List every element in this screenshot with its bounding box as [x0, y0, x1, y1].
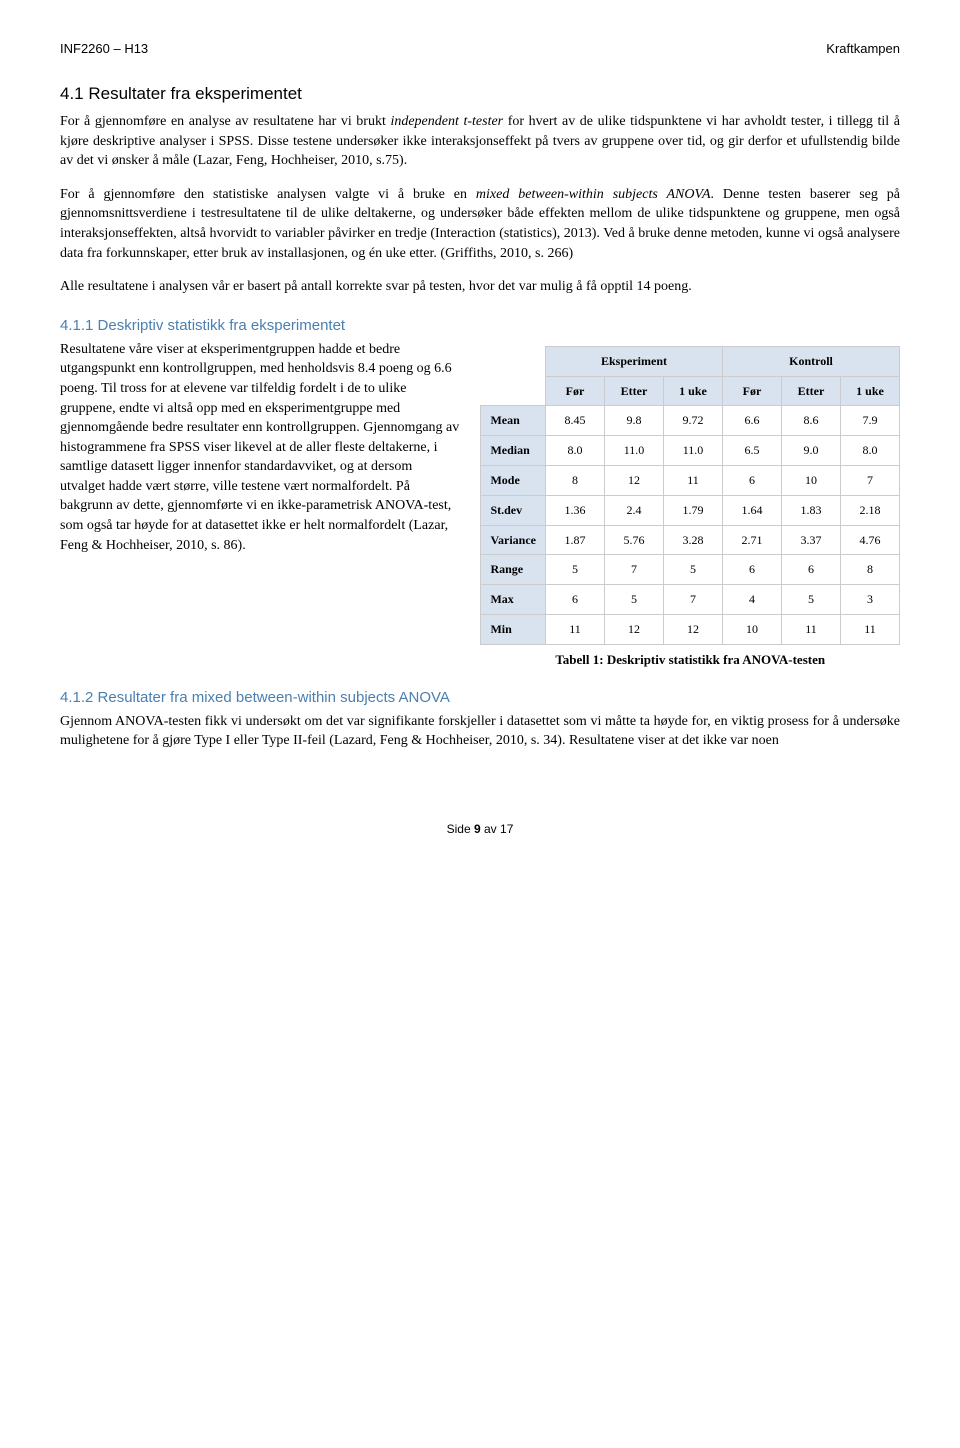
- header-right: Kraftkampen: [826, 40, 900, 58]
- table-row: Mean8.459.89.726.68.67.9: [481, 406, 900, 436]
- descriptive-text: Resultatene våre viser at eksperimentgru…: [60, 340, 460, 556]
- col-for-1: Før: [546, 376, 605, 406]
- table-sub-header: Før Etter 1 uke Før Etter 1 uke: [481, 376, 900, 406]
- col-1uke-2: 1 uke: [841, 376, 900, 406]
- stats-table: Eksperiment Kontroll Før Etter 1 uke Før…: [480, 346, 900, 645]
- table-row: Variance1.875.763.282.713.374.76: [481, 525, 900, 555]
- table-row: Range575668: [481, 555, 900, 585]
- table-row: St.dev1.362.41.791.641.832.18: [481, 495, 900, 525]
- table-group-header: Eksperiment Kontroll: [481, 346, 900, 376]
- col-for-2: Før: [723, 376, 782, 406]
- group-header-kontroll: Kontroll: [723, 346, 900, 376]
- col-etter-2: Etter: [782, 376, 841, 406]
- two-column-layout: Resultatene våre viser at eksperimentgru…: [60, 340, 900, 669]
- table-row: Max657453: [481, 585, 900, 615]
- subsection-heading-4-1-2: 4.1.2 Resultater fra mixed between-withi…: [60, 687, 900, 708]
- left-column: Resultatene våre viser at eksperimentgru…: [60, 340, 460, 570]
- paragraph-3: Alle resultatene i analysen vår er baser…: [60, 277, 900, 297]
- col-etter-1: Etter: [605, 376, 664, 406]
- page-footer: Side 9 av 17: [60, 821, 900, 838]
- right-column: Eksperiment Kontroll Før Etter 1 uke Før…: [480, 340, 900, 669]
- page-header: INF2260 – H13 Kraftkampen: [60, 40, 900, 58]
- table-row: Min111212101111: [481, 614, 900, 644]
- paragraph-2: For å gjennomføre den statistiske analys…: [60, 185, 900, 263]
- paragraph-1: For å gjennomføre en analyse av resultat…: [60, 112, 900, 171]
- section-heading-4-1: 4.1 Resultater fra eksperimentet: [60, 82, 900, 106]
- subsection-heading-4-1-1: 4.1.1 Deskriptiv statistikk fra eksperim…: [60, 315, 900, 336]
- group-header-eksperiment: Eksperiment: [546, 346, 723, 376]
- header-left: INF2260 – H13: [60, 40, 148, 58]
- col-1uke-1: 1 uke: [664, 376, 723, 406]
- table-row: Mode812116107: [481, 465, 900, 495]
- table-row: Median8.011.011.06.59.08.0: [481, 436, 900, 466]
- table-caption: Tabell 1: Deskriptiv statistikk fra ANOV…: [480, 651, 900, 669]
- paragraph-anova: Gjennom ANOVA-testen fikk vi undersøkt o…: [60, 712, 900, 751]
